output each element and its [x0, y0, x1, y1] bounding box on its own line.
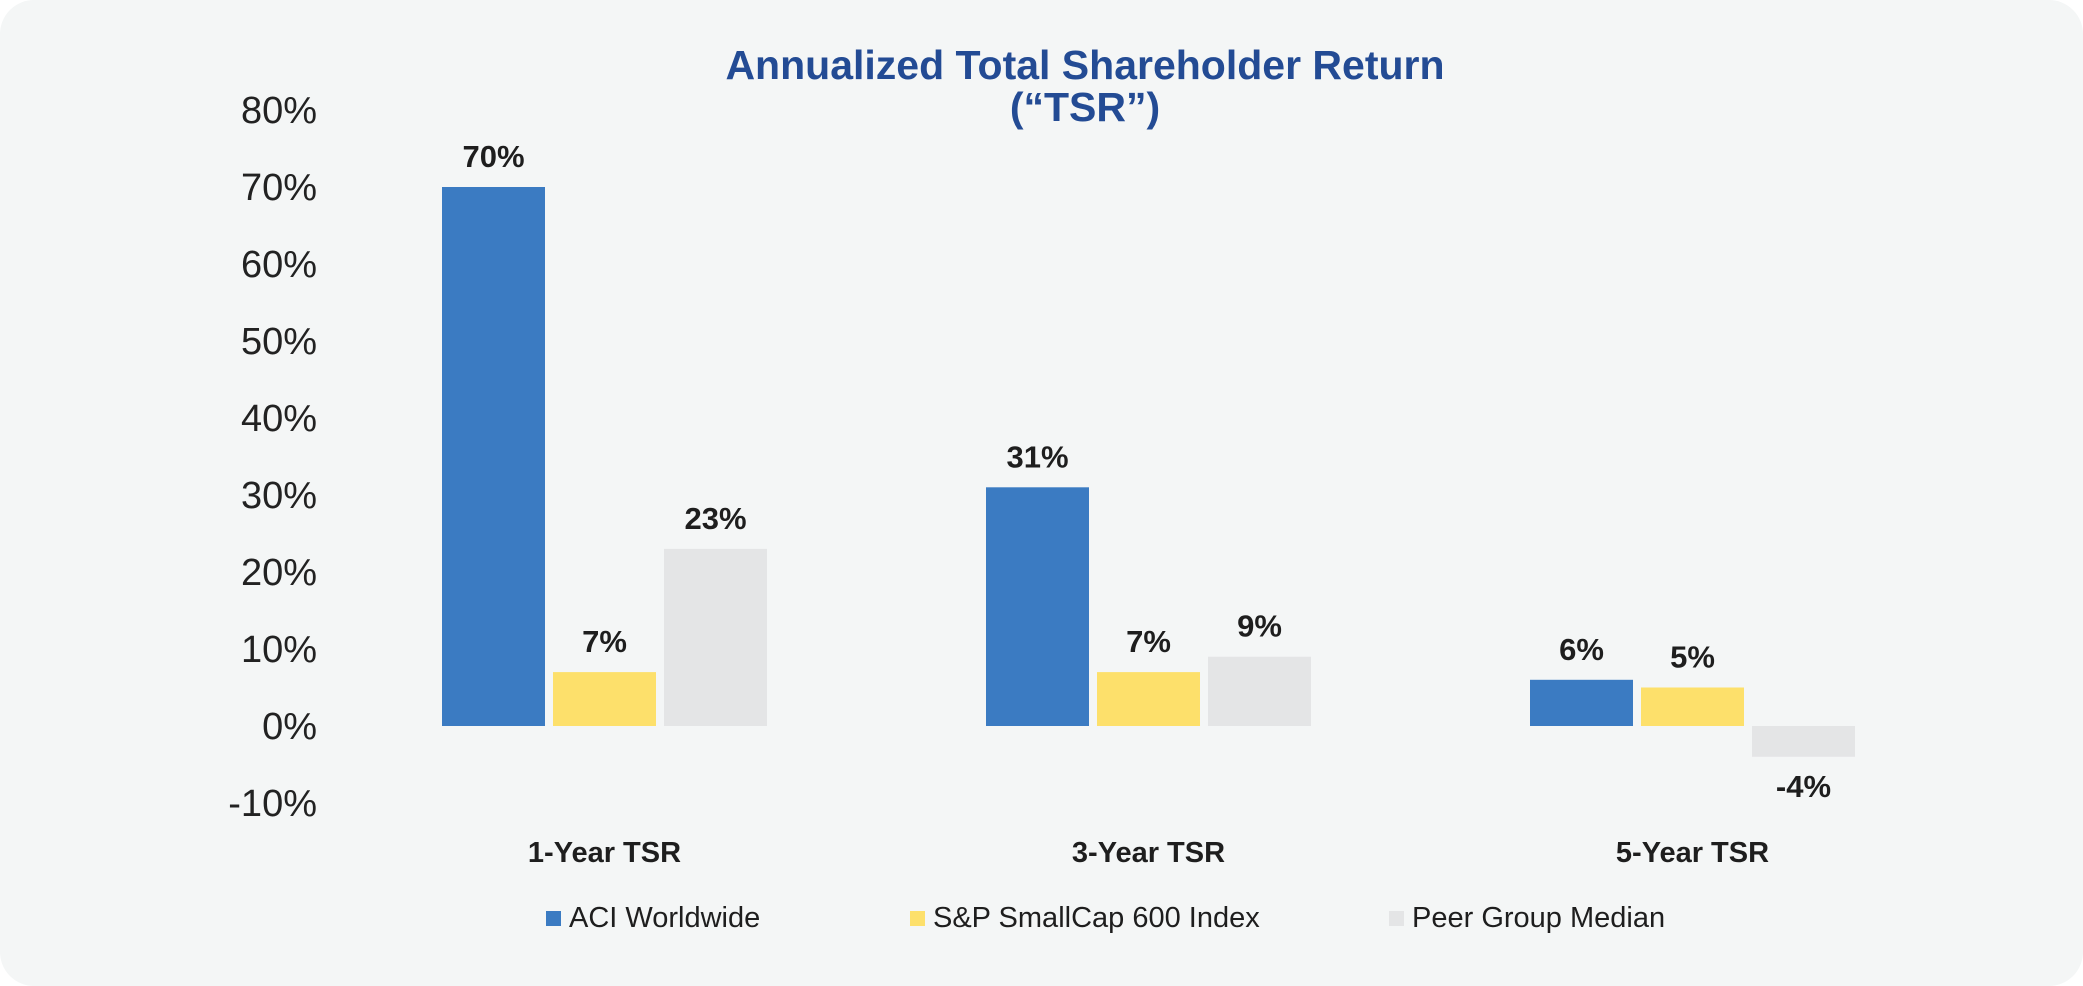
y-tick-label: 70% — [241, 167, 317, 209]
bar-peer-group-median-1 — [664, 548, 767, 726]
legend: ACI Worldwide S&P SmallCap 600 Index Peer … — [546, 902, 1665, 934]
bar-aci-worldwide-2 — [986, 487, 1089, 726]
y-tick-label: 50% — [241, 321, 317, 363]
data-label: -4% — [1776, 769, 1831, 804]
y-tick-label: 40% — [241, 398, 317, 440]
legend-swatch — [910, 911, 925, 926]
y-tick-label: 0% — [262, 706, 317, 748]
data-labels: 70% 31% 6% 7% 7% 5% 23% 9% -4% — [462, 139, 1831, 804]
y-tick-label: 60% — [241, 244, 317, 286]
legend-swatch — [546, 911, 561, 926]
x-category-label: 1-Year TSR — [528, 837, 681, 869]
x-category-label: 3-Year TSR — [1072, 837, 1225, 869]
data-label: 7% — [1126, 624, 1171, 659]
x-axis: 1-Year TSR 3-Year TSR 5-Year TSR — [528, 837, 1769, 869]
bar-s-p-smallcap-600-index-3 — [1641, 687, 1744, 726]
y-axis: 80% 70% 60% 50% 40% 30% 20% 10% 0% -10% — [228, 90, 317, 825]
legend-label: S&P SmallCap 600 Index — [933, 902, 1260, 934]
y-tick-label: 80% — [241, 90, 317, 132]
data-label: 9% — [1237, 609, 1282, 644]
x-category-label: 5-Year TSR — [1616, 837, 1769, 869]
data-label: 5% — [1670, 640, 1715, 675]
bars — [442, 187, 1855, 757]
data-label: 6% — [1559, 632, 1604, 667]
bar-aci-worldwide-1 — [442, 187, 545, 726]
y-tick-label: 10% — [241, 629, 317, 671]
legend-label: Peer Group Median — [1412, 902, 1665, 934]
bar-peer-group-median-3 — [1752, 726, 1855, 757]
y-tick-label: 20% — [241, 552, 317, 594]
bar-s-p-smallcap-600-index-2 — [1097, 672, 1200, 726]
legend-label: ACI Worldwide — [569, 902, 760, 934]
data-label: 23% — [684, 501, 746, 536]
y-tick-label: -10% — [228, 783, 317, 825]
data-label: 31% — [1006, 439, 1068, 474]
data-label: 7% — [582, 624, 627, 659]
chart-subtitle: (“TSR”) — [1010, 84, 1160, 130]
bar-peer-group-median-2 — [1208, 656, 1311, 726]
data-label: 70% — [462, 139, 524, 174]
y-tick-label: 30% — [241, 475, 317, 517]
legend-swatch — [1389, 911, 1404, 926]
chart-title: Annualized Total Shareholder Return — [725, 42, 1444, 88]
bar-s-p-smallcap-600-index-1 — [553, 672, 656, 726]
bar-aci-worldwide-3 — [1530, 679, 1633, 726]
